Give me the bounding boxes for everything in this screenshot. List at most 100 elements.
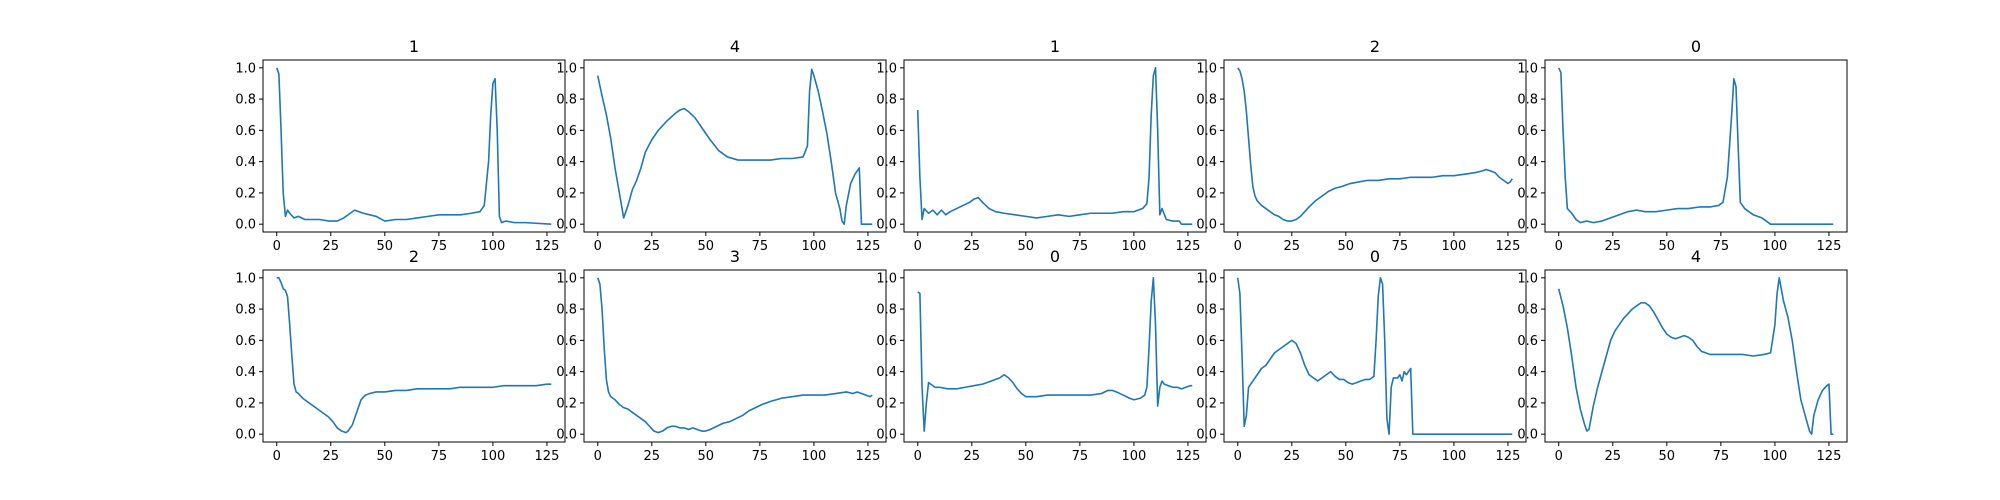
y-tick-label: 0.6 — [876, 124, 897, 139]
x-tick-label: 100 — [1762, 449, 1787, 464]
y-tick-label: 0.8 — [235, 93, 256, 108]
x-tick-label: 50 — [1338, 449, 1355, 464]
subplot-7: 0 25 50 75 100 125 0.0 0.2 0.4 0.6 0.8 1.0 3 — [556, 247, 887, 464]
x-tick-label: 100 — [801, 239, 826, 254]
x-tick-label: 125 — [1496, 239, 1521, 254]
subplot-title: 0 — [1370, 247, 1380, 266]
y-tick-label: 1.0 — [235, 61, 256, 76]
x-tick-label: 100 — [1121, 239, 1146, 254]
subplot-8: 0 25 50 75 100 125 0.0 0.2 0.4 0.6 0.8 1.0 0 — [876, 247, 1207, 464]
series-line — [596, 277, 873, 434]
y-tick-label: 0.4 — [1517, 365, 1538, 380]
x-tick-label: 25 — [1604, 239, 1621, 254]
x-tick-label: 75 — [752, 449, 769, 464]
axes-frame — [1544, 59, 1848, 233]
axes-frame — [903, 59, 1207, 233]
x-tick-label: 0 — [1234, 239, 1242, 254]
y-tick-label: 1.0 — [1196, 61, 1217, 76]
x-tick-label: 125 — [535, 449, 560, 464]
axes-frame — [262, 59, 566, 233]
axes-frame — [262, 269, 566, 443]
y-tick-label: 0.8 — [556, 93, 577, 108]
subplot-title: 2 — [409, 247, 419, 266]
x-tick-label: 75 — [1072, 239, 1089, 254]
x-tick-label: 25 — [1283, 239, 1300, 254]
subplot-title: 0 — [1691, 37, 1701, 56]
axes-frame — [583, 269, 887, 443]
y-tick-label: 0.8 — [1196, 93, 1217, 108]
y-tick-label: 0.2 — [876, 186, 897, 201]
y-tick-label: 0.6 — [1517, 334, 1538, 349]
x-tick-label: 25 — [322, 239, 339, 254]
y-tick-label: 0.4 — [876, 365, 897, 380]
series-line — [916, 67, 1193, 225]
x-tick-label: 25 — [322, 449, 339, 464]
series-line — [596, 68, 873, 225]
y-tick-label: 0.0 — [1517, 218, 1538, 233]
series-line — [1236, 277, 1513, 435]
x-tick-label: 75 — [431, 449, 448, 464]
x-tick-label: 25 — [963, 449, 980, 464]
y-tick-label: 0.0 — [235, 218, 256, 233]
axes-frame — [1223, 269, 1527, 443]
y-tick-label: 0.8 — [1517, 93, 1538, 108]
subplot-5: 0 25 50 75 100 125 0.0 0.2 0.4 0.6 0.8 1.0 0 — [1517, 37, 1848, 254]
y-tick-label: 0.6 — [235, 124, 256, 139]
x-tick-label: 125 — [1496, 449, 1521, 464]
x-tick-label: 50 — [1018, 449, 1035, 464]
subplot-title: 1 — [1050, 37, 1060, 56]
axes-frame — [1544, 269, 1848, 443]
x-tick-label: 125 — [856, 239, 881, 254]
x-tick-label: 50 — [698, 449, 715, 464]
subplot-9: 0 25 50 75 100 125 0.0 0.2 0.4 0.6 0.8 1.0 0 — [1196, 247, 1527, 464]
x-tick-label: 125 — [1176, 239, 1201, 254]
y-tick-label: 0.2 — [1517, 186, 1538, 201]
y-tick-label: 0.0 — [1196, 428, 1217, 443]
x-tick-label: 25 — [643, 449, 660, 464]
y-tick-label: 0.6 — [1517, 124, 1538, 139]
x-tick-label: 50 — [698, 239, 715, 254]
y-tick-label: 0.2 — [1517, 396, 1538, 411]
y-tick-label: 0.6 — [556, 124, 577, 139]
x-tick-label: 0 — [273, 449, 281, 464]
x-tick-label: 0 — [1555, 239, 1563, 254]
series-line — [1557, 277, 1834, 435]
axes-frame — [903, 269, 1207, 443]
y-tick-label: 1.0 — [876, 271, 897, 286]
y-tick-label: 0.2 — [876, 396, 897, 411]
series-line — [276, 277, 552, 434]
x-tick-label: 0 — [914, 449, 922, 464]
subplot-1: 0 25 50 75 100 125 0.0 0.2 0.4 0.6 0.8 1.0 1 — [235, 37, 566, 254]
y-tick-label: 0.0 — [556, 218, 577, 233]
x-tick-label: 50 — [1338, 239, 1355, 254]
y-tick-label: 0.4 — [235, 365, 256, 380]
y-tick-label: 0.0 — [556, 428, 577, 443]
series-line — [1558, 67, 1834, 225]
x-tick-label: 100 — [801, 449, 826, 464]
y-tick-label: 0.4 — [556, 155, 577, 170]
y-tick-label: 0.6 — [556, 334, 577, 349]
series-line — [917, 277, 1193, 432]
y-tick-label: 0.4 — [876, 155, 897, 170]
y-tick-label: 1.0 — [556, 61, 577, 76]
subplot-title: 1 — [409, 37, 419, 56]
y-tick-label: 0.0 — [1517, 428, 1538, 443]
x-tick-label: 50 — [1659, 449, 1676, 464]
y-tick-label: 0.4 — [556, 365, 577, 380]
y-tick-label: 0.2 — [235, 186, 256, 201]
axes-frame — [583, 59, 887, 233]
x-tick-label: 0 — [1555, 449, 1563, 464]
y-tick-label: 0.8 — [876, 93, 897, 108]
subplot-title: 3 — [730, 247, 740, 266]
subplot-4: 0 25 50 75 100 125 0.0 0.2 0.4 0.6 0.8 1.0 2 — [1196, 37, 1527, 254]
y-tick-label: 0.6 — [235, 334, 256, 349]
subplot-10: 0 25 50 75 100 125 0.0 0.2 0.4 0.6 0.8 1.0 4 — [1517, 247, 1848, 464]
x-tick-label: 50 — [1018, 239, 1035, 254]
y-tick-label: 0.2 — [235, 396, 256, 411]
x-tick-label: 125 — [535, 239, 560, 254]
x-tick-label: 25 — [1604, 449, 1621, 464]
x-tick-label: 125 — [1817, 449, 1842, 464]
y-tick-label: 1.0 — [1517, 271, 1538, 286]
y-tick-label: 0.2 — [556, 396, 577, 411]
y-tick-label: 0.0 — [235, 428, 256, 443]
